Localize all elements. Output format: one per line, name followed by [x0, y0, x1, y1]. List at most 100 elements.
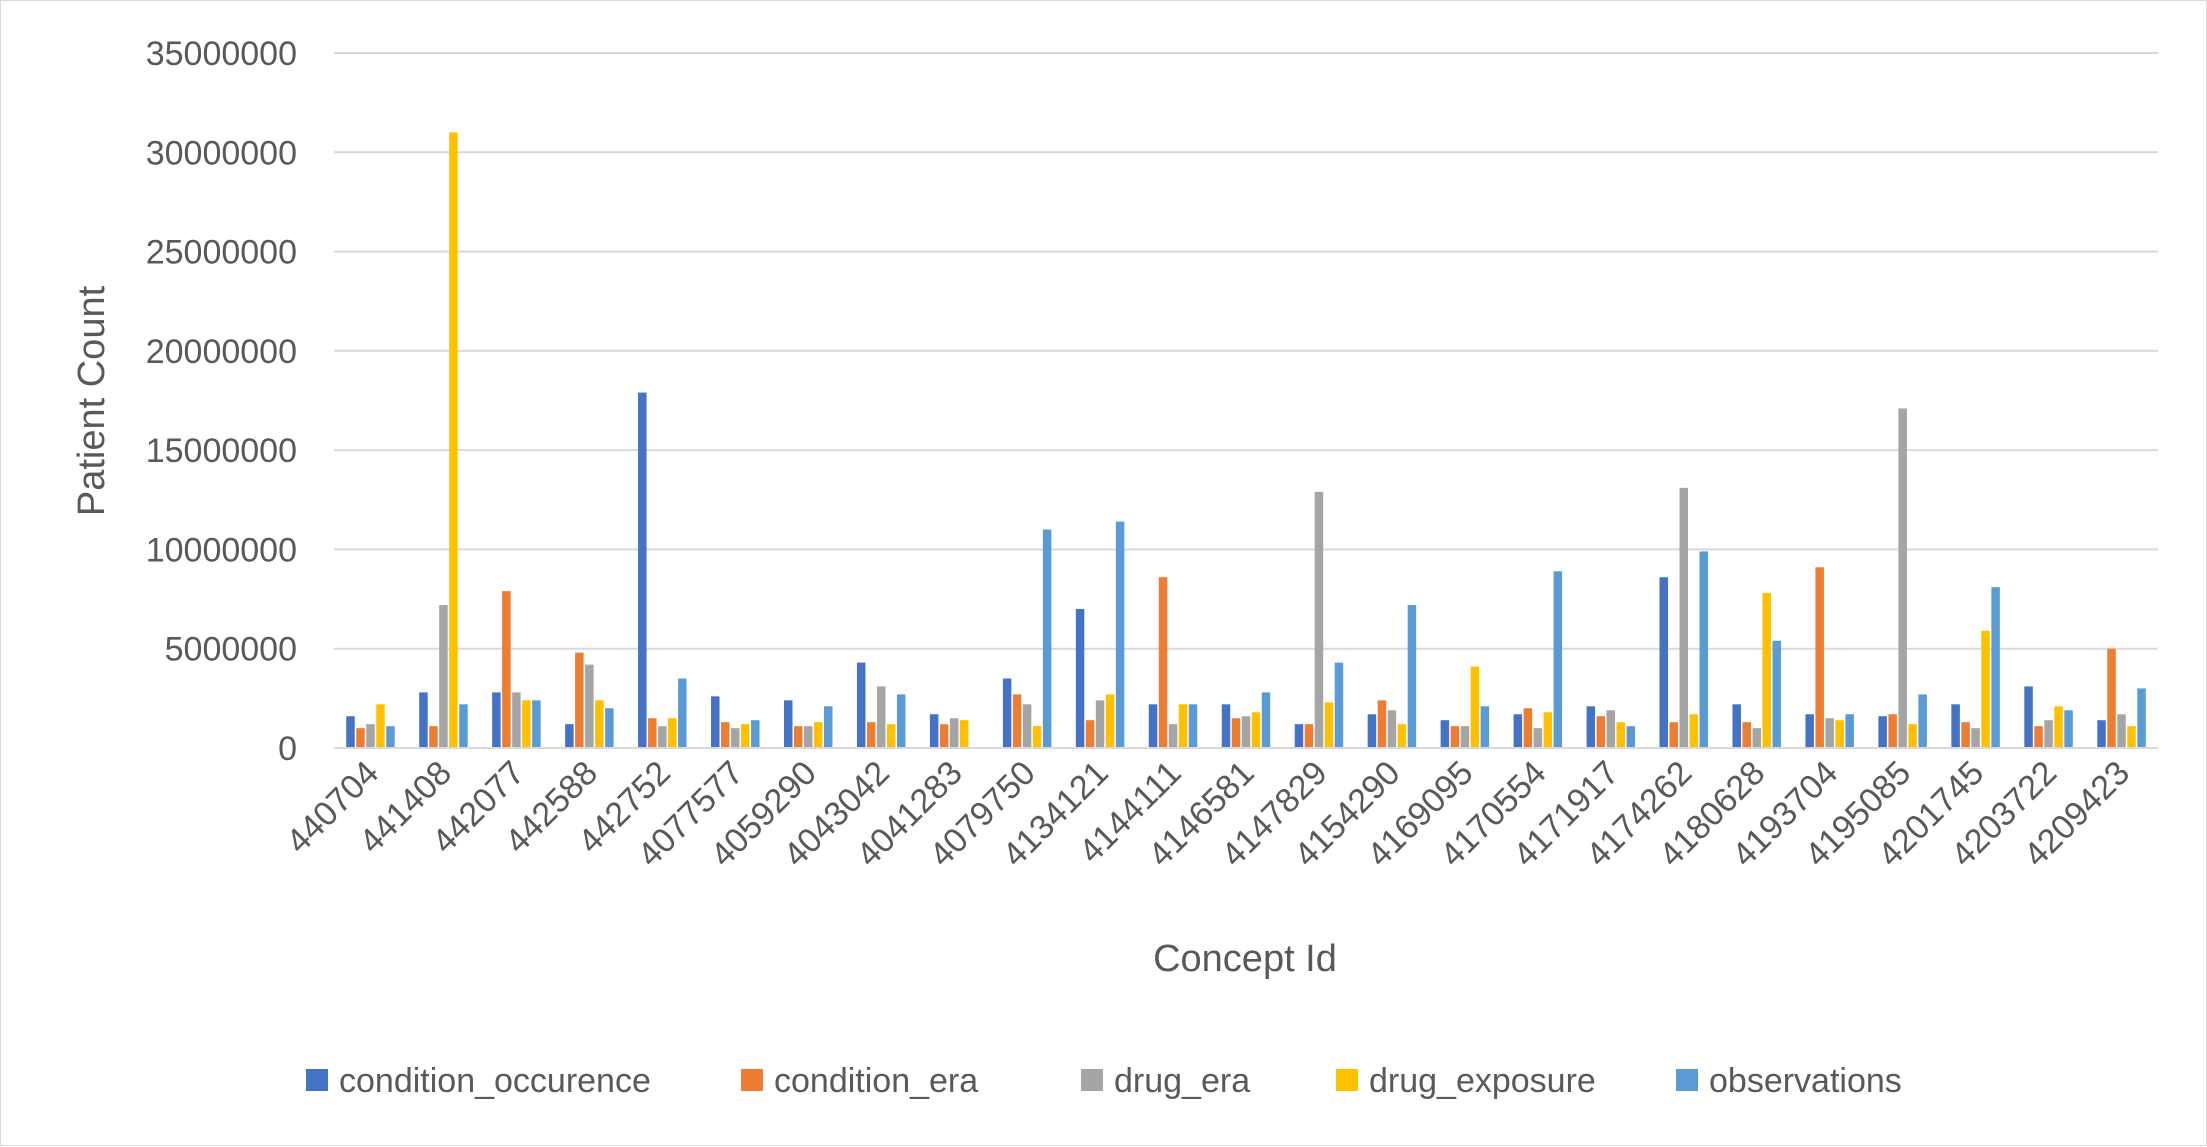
y-tick-label: 20000000 [146, 333, 297, 371]
bar-drug_era-4041283 [949, 718, 959, 748]
bar-condition_occurence-4043042 [856, 662, 866, 748]
bar-observations-4170554 [1553, 571, 1563, 748]
bar-observations-4146581 [1261, 692, 1271, 748]
bar-condition_era-4134121 [1085, 720, 1095, 748]
bar-observations-4079750 [1042, 529, 1052, 748]
y-tick-label: 35000000 [146, 35, 297, 73]
bar-observations-442077 [532, 700, 541, 748]
bar-condition_occurence-442077 [492, 692, 501, 748]
bar-condition_occurence-4059290 [783, 700, 793, 748]
bar-drug_era-4043042 [876, 686, 886, 748]
bar-condition_occurence-4169095 [1440, 720, 1450, 748]
bar-drug_era-4146581 [1241, 716, 1251, 748]
legend-label: condition_occurence [339, 1062, 651, 1100]
bar-drug_era-4079750 [1022, 704, 1032, 748]
bar-observations-4154290 [1407, 605, 1417, 748]
bar-condition_era-4144111 [1158, 577, 1168, 748]
bar-observations-4171917 [1626, 726, 1636, 748]
bar-observations-4203722 [2064, 710, 2073, 748]
bar-drug_era-4171917 [1606, 710, 1616, 748]
bar-condition_era-4193704 [1815, 567, 1824, 748]
bar-condition_era-4154290 [1377, 700, 1387, 748]
bar-drug_exposure-4193704 [1835, 720, 1844, 748]
bar-drug_era-4174262 [1679, 487, 1689, 748]
bar-drug_era-4209423 [2117, 714, 2126, 748]
legend-swatch-drug_exposure [1336, 1069, 1358, 1091]
bar-observations-4174262 [1699, 551, 1709, 748]
legend-label: drug_exposure [1369, 1062, 1596, 1100]
bar-drug_exposure-442752 [668, 718, 677, 748]
legend-swatch-drug_era [1081, 1069, 1103, 1091]
y-tick-label: 15000000 [146, 432, 297, 470]
bar-condition_occurence-4171917 [1586, 706, 1596, 748]
bar-condition_occurence-4203722 [2024, 686, 2033, 748]
legend-swatch-observations [1676, 1069, 1698, 1091]
legend-label: observations [1709, 1062, 1902, 1100]
bar-drug_exposure-4147829 [1324, 702, 1334, 748]
bar-condition_era-4209423 [2107, 648, 2116, 748]
bar-drug_exposure-4079750 [1032, 726, 1042, 748]
bar-condition_era-4201745 [1961, 722, 1970, 748]
y-tick-label: 0 [278, 730, 297, 768]
bar-drug_era-4180628 [1752, 728, 1761, 748]
bar-observations-4134121 [1115, 521, 1125, 748]
bar-drug_era-441408 [439, 605, 448, 748]
bar-condition_occurence-4209423 [2097, 720, 2106, 748]
bar-drug_exposure-4203722 [2054, 706, 2063, 748]
bar-condition_occurence-4201745 [1951, 704, 1960, 748]
bar-condition_era-4077577 [721, 722, 730, 748]
bar-drug_exposure-4077577 [741, 724, 750, 748]
bar-drug_era-4077577 [731, 728, 740, 748]
bar-drug_era-4134121 [1095, 700, 1105, 748]
bar-condition_occurence-4154290 [1367, 714, 1377, 748]
bar-condition_occurence-4174262 [1659, 577, 1669, 748]
bar-condition_era-4170554 [1523, 708, 1533, 748]
bar-condition_occurence-4147829 [1294, 724, 1304, 748]
bar-drug_era-4147829 [1314, 491, 1324, 748]
bar-drug_exposure-442588 [595, 700, 604, 748]
legend-label: condition_era [774, 1062, 978, 1100]
bar-condition_occurence-4144111 [1148, 704, 1158, 748]
bar-observations-4147829 [1334, 662, 1344, 748]
bars [346, 132, 2146, 748]
legend: condition_occurence condition_era drug_era… [306, 1062, 1902, 1100]
bar-condition_era-4079750 [1012, 694, 1022, 748]
bar-observations-4144111 [1188, 704, 1198, 748]
bar-observations-4059290 [823, 706, 833, 748]
bar-observations-4043042 [896, 694, 906, 748]
bar-drug_exposure-4170554 [1543, 712, 1553, 748]
bar-observations-440704 [386, 726, 395, 748]
bar-condition_occurence-4146581 [1221, 704, 1231, 748]
bar-condition_occurence-4079750 [1002, 678, 1012, 748]
bar-condition_era-4180628 [1742, 722, 1751, 748]
bar-drug_exposure-442077 [522, 700, 531, 748]
bar-drug_era-440704 [366, 724, 375, 748]
y-tick-label: 25000000 [146, 234, 297, 272]
bar-drug_exposure-4171917 [1616, 722, 1626, 748]
bar-drug_exposure-4059290 [813, 722, 823, 748]
bar-drug_exposure-441408 [449, 132, 458, 748]
y-tick-label: 30000000 [146, 134, 297, 172]
bar-drug_era-4170554 [1533, 728, 1543, 748]
y-tick-label: 5000000 [165, 631, 297, 669]
bar-observations-442752 [678, 678, 687, 748]
bar-condition_era-4171917 [1596, 716, 1606, 748]
bar-drug_exposure-4180628 [1762, 593, 1771, 748]
bar-observations-4193704 [1845, 714, 1854, 748]
bar-condition_era-442077 [502, 591, 511, 748]
bar-observations-4169095 [1480, 706, 1490, 748]
bar-observations-4180628 [1772, 640, 1781, 748]
bar-drug_exposure-4146581 [1251, 712, 1261, 748]
bar-condition_era-4169095 [1450, 726, 1460, 748]
legend-label: drug_era [1114, 1062, 1250, 1100]
bar-drug_exposure-4169095 [1470, 666, 1480, 748]
bar-condition_era-440704 [356, 728, 365, 748]
bar-condition_occurence-4134121 [1075, 609, 1085, 748]
legend-swatch-condition_era [741, 1069, 763, 1091]
gridlines [334, 52, 2158, 650]
bar-observations-441408 [459, 704, 468, 748]
bar-drug_era-4203722 [2044, 720, 2053, 748]
bar-drug_exposure-4043042 [886, 724, 896, 748]
bar-drug_exposure-4144111 [1178, 704, 1188, 748]
